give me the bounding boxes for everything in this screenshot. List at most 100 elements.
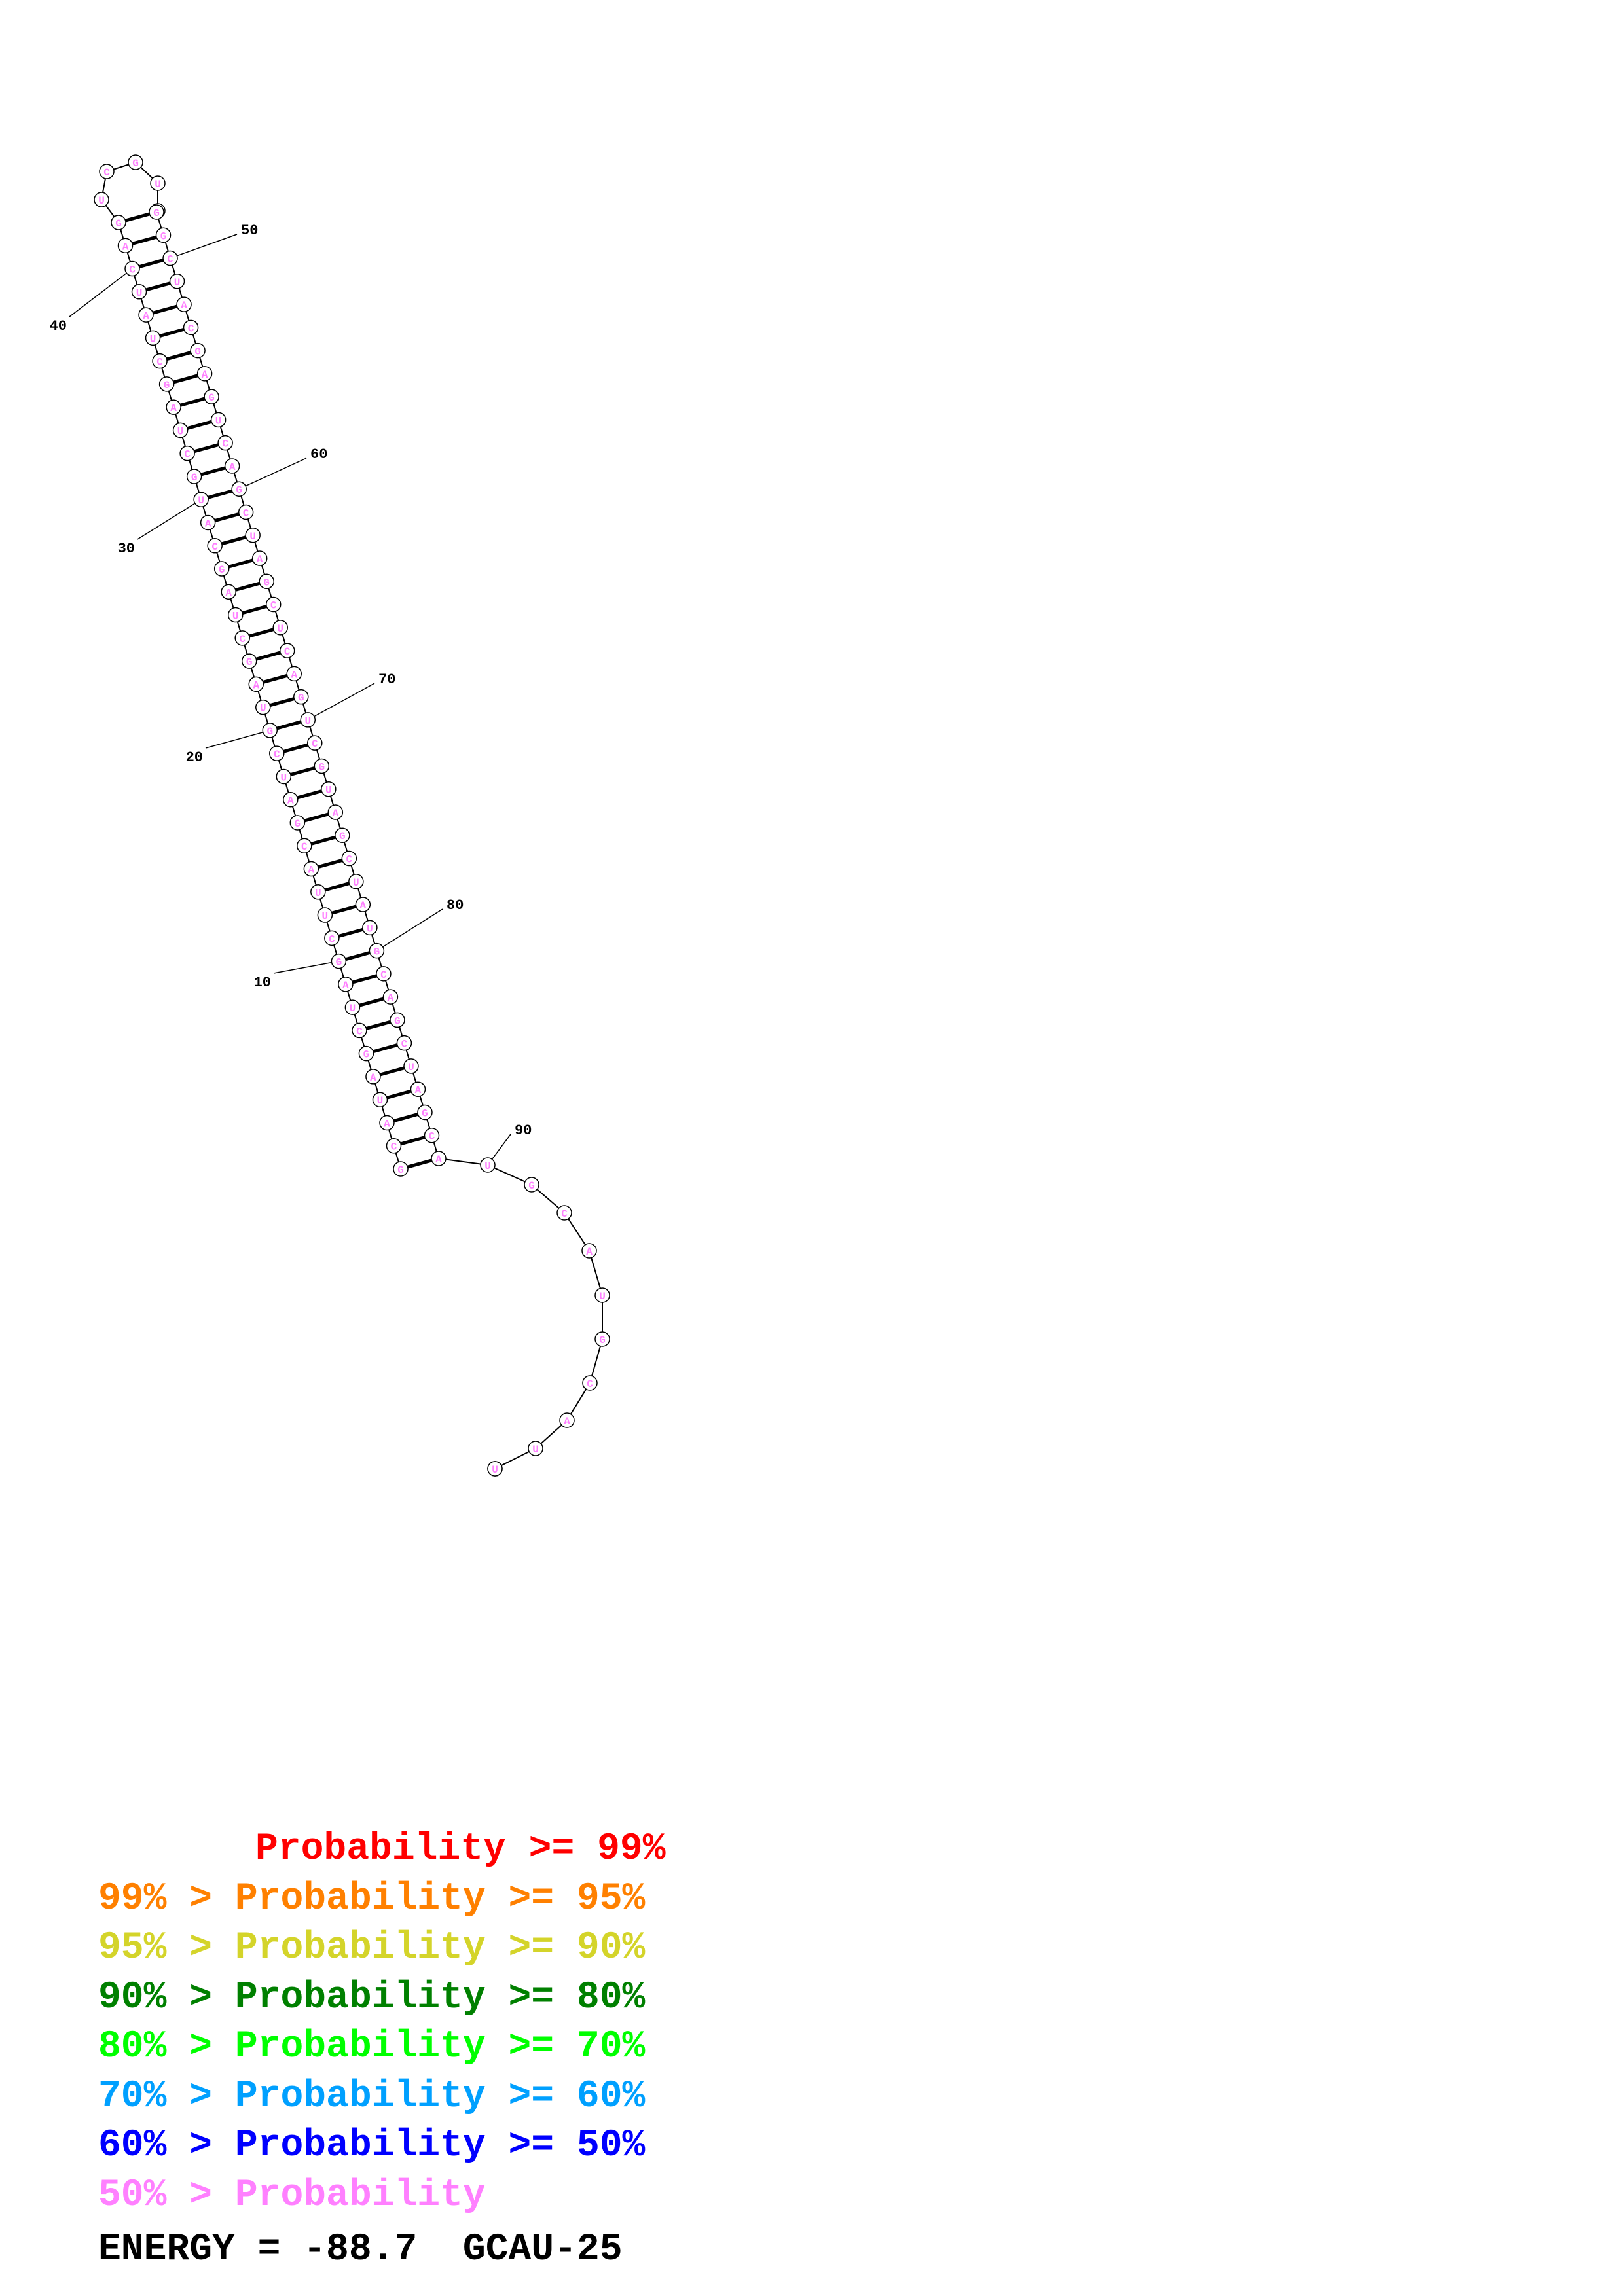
base-node: U bbox=[169, 274, 185, 289]
base-circle bbox=[393, 1161, 409, 1177]
base-pair-bond bbox=[173, 374, 198, 384]
base-letter: G bbox=[219, 564, 225, 576]
base-letter: A bbox=[170, 403, 177, 414]
base-circle bbox=[166, 399, 181, 415]
base-node: C bbox=[396, 1035, 412, 1051]
base-pair-bond bbox=[393, 1112, 419, 1122]
base-pair-bond bbox=[255, 651, 281, 661]
base-letter: C bbox=[103, 167, 110, 179]
base-node: U bbox=[344, 999, 361, 1015]
base-letter: A bbox=[205, 518, 211, 529]
position-label: 20 bbox=[186, 749, 203, 766]
base-node: A bbox=[365, 1069, 381, 1085]
base-pair-bond bbox=[138, 259, 164, 269]
base-letter: U bbox=[280, 772, 287, 783]
base-pair-bond bbox=[180, 397, 206, 407]
legend-entry-text: 80% > Probability >= 70% bbox=[98, 2026, 646, 2068]
base-circle bbox=[238, 504, 254, 520]
base-letter: C bbox=[561, 1208, 568, 1220]
base-node: C bbox=[424, 1127, 440, 1143]
position-tick bbox=[137, 499, 202, 540]
base-circle bbox=[149, 204, 164, 220]
base-letter: C bbox=[188, 323, 194, 334]
base-letter: A bbox=[202, 369, 208, 381]
base-letter: G bbox=[191, 472, 198, 484]
base-node: U bbox=[310, 884, 326, 900]
base-letter: C bbox=[243, 507, 249, 519]
base-letter: A bbox=[291, 669, 297, 681]
base-node: A bbox=[303, 861, 319, 877]
base-letter: A bbox=[225, 587, 232, 599]
base-letter: G bbox=[115, 218, 122, 230]
base-letter: U bbox=[249, 531, 256, 543]
base-circle bbox=[169, 274, 185, 289]
base-circle bbox=[417, 1104, 433, 1121]
base-pair-bond bbox=[386, 1089, 412, 1100]
position-tick bbox=[273, 960, 339, 974]
position-tick bbox=[376, 908, 443, 952]
base-node: U bbox=[528, 1441, 543, 1456]
position-ticks: 10 20 30 40 50 60 70 80 90 bbox=[50, 223, 532, 1166]
base-letter: A bbox=[181, 300, 187, 312]
base-circle bbox=[528, 1441, 543, 1456]
base-circle bbox=[255, 699, 271, 715]
base-pair-bond bbox=[235, 581, 261, 592]
base-node: U bbox=[321, 781, 337, 797]
backbone-segment bbox=[487, 1164, 532, 1185]
base-pair-bond bbox=[379, 1066, 405, 1077]
base-circle bbox=[131, 284, 147, 300]
base-node: G bbox=[262, 723, 278, 738]
base-pair-bond bbox=[283, 743, 308, 753]
legend-entry: 80% > Probability >= 70% bbox=[98, 2022, 666, 2072]
base-node: C bbox=[376, 966, 392, 982]
base-pair-bond bbox=[242, 605, 267, 615]
base-node: U bbox=[193, 492, 209, 507]
base-circle bbox=[396, 1035, 412, 1051]
base-node: U bbox=[272, 620, 288, 636]
base-circle bbox=[152, 353, 168, 369]
base-letter: A bbox=[308, 865, 315, 876]
base-circle bbox=[176, 296, 192, 312]
base-letter: A bbox=[564, 1416, 570, 1427]
base-circle bbox=[204, 389, 219, 404]
base-circle bbox=[289, 815, 306, 831]
base-node: C bbox=[124, 260, 140, 277]
base-letter: C bbox=[211, 541, 218, 553]
base-letter: U bbox=[150, 333, 156, 345]
base-node: G bbox=[293, 689, 309, 705]
base-node: U bbox=[145, 330, 161, 346]
base-circle bbox=[524, 1177, 539, 1193]
base-letter: G bbox=[394, 1015, 401, 1027]
base-node: A bbox=[166, 399, 181, 415]
base-circle bbox=[355, 897, 371, 912]
base-node: A bbox=[283, 791, 299, 808]
base-circle bbox=[424, 1127, 440, 1143]
base-letter: U bbox=[277, 623, 283, 635]
base-letter: U bbox=[232, 611, 239, 622]
base-circle bbox=[145, 330, 161, 346]
base-node: A bbox=[327, 804, 344, 820]
legend-entry: 60% > Probability >= 50% bbox=[98, 2121, 666, 2171]
base-node: U bbox=[348, 874, 364, 889]
base-node: G bbox=[190, 342, 206, 359]
base-node: G bbox=[393, 1161, 409, 1177]
base-circle bbox=[358, 1045, 374, 1062]
base-letter: U bbox=[304, 715, 311, 727]
base-circle bbox=[327, 804, 344, 820]
base-circle bbox=[128, 154, 143, 170]
base-node: C bbox=[217, 435, 233, 451]
base-node: A bbox=[338, 977, 354, 992]
base-circle bbox=[276, 768, 292, 785]
base-letter: G bbox=[295, 818, 301, 830]
base-node: C bbox=[269, 745, 285, 761]
base-letter: C bbox=[329, 933, 335, 945]
legend-entry: 70% > Probability >= 60% bbox=[98, 2072, 666, 2122]
base-pair-bond bbox=[263, 673, 288, 684]
base-circle bbox=[376, 966, 392, 982]
position-label: 40 bbox=[50, 318, 67, 334]
base-node: C bbox=[265, 596, 282, 613]
base-circle bbox=[99, 164, 115, 179]
position-tick bbox=[69, 268, 133, 317]
base-node: G bbox=[331, 953, 347, 969]
position-label: 50 bbox=[241, 223, 258, 239]
